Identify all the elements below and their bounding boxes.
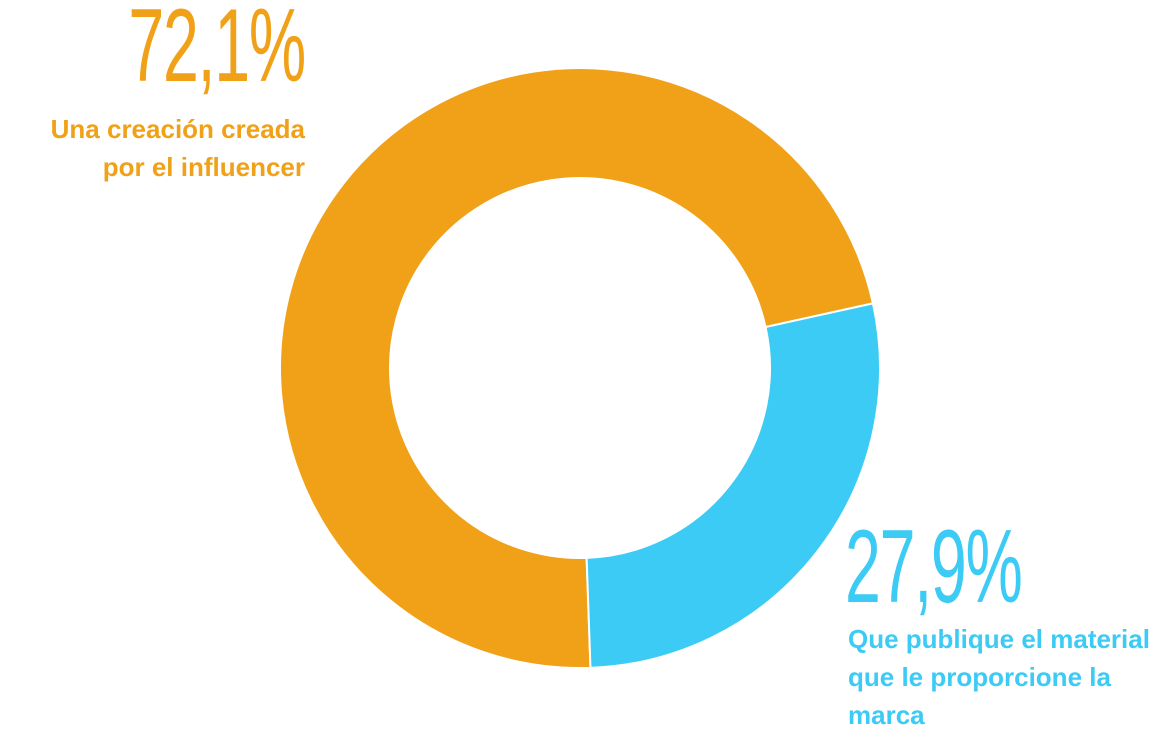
donut-segment <box>279 67 875 669</box>
category-label: Que publique el material que le proporci… <box>848 624 1150 730</box>
value-label: 27,9% <box>845 509 1023 625</box>
category-label: Una creación creada por el influencer <box>50 114 305 182</box>
donut-segment <box>585 302 881 669</box>
value-label: 72,1% <box>128 0 306 104</box>
